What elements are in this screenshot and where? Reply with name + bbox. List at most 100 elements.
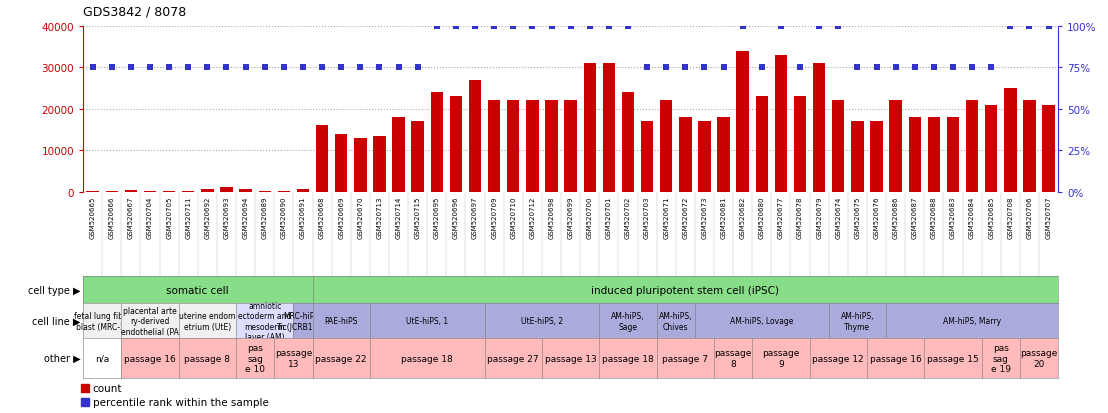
Bar <box>335 134 348 192</box>
Bar <box>258 191 271 192</box>
Text: pas
sag
e 19: pas sag e 19 <box>991 344 1010 373</box>
Text: GSM520696: GSM520696 <box>453 196 459 239</box>
Text: passage 18: passage 18 <box>602 354 654 363</box>
Text: uterine endom
etrium (UtE): uterine endom etrium (UtE) <box>179 311 236 331</box>
Text: GSM520701: GSM520701 <box>606 196 612 239</box>
Text: passage
20: passage 20 <box>1020 349 1058 368</box>
Text: GSM520672: GSM520672 <box>683 196 688 239</box>
Bar <box>909 118 921 192</box>
Bar <box>946 118 960 192</box>
Text: GSM520691: GSM520691 <box>300 196 306 239</box>
Text: GSM520702: GSM520702 <box>625 196 630 239</box>
Text: passage 12: passage 12 <box>812 354 864 363</box>
Bar <box>297 190 309 192</box>
Bar <box>660 101 673 192</box>
Text: n/a: n/a <box>95 354 110 363</box>
Text: GSM520677: GSM520677 <box>778 196 784 239</box>
Text: GSM520679: GSM520679 <box>817 196 822 239</box>
Text: PAE-hiPS: PAE-hiPS <box>325 317 358 325</box>
Text: amniotic
ectoderm and
mesoderm
layer (AM): amniotic ectoderm and mesoderm layer (AM… <box>238 301 291 341</box>
Text: GSM520687: GSM520687 <box>912 196 917 239</box>
Text: UtE-hiPS, 2: UtE-hiPS, 2 <box>521 317 563 325</box>
Bar <box>507 101 520 192</box>
Bar <box>239 190 252 192</box>
Text: pas
sag
e 10: pas sag e 10 <box>245 344 265 373</box>
Text: GSM520686: GSM520686 <box>893 196 899 239</box>
Text: GSM520683: GSM520683 <box>950 196 956 239</box>
Text: passage
8: passage 8 <box>715 349 752 368</box>
Text: passage 7: passage 7 <box>663 354 708 363</box>
Bar <box>373 136 386 192</box>
Text: percentile rank within the sample: percentile rank within the sample <box>93 398 268 408</box>
Bar <box>756 97 768 192</box>
Text: cell line ▶: cell line ▶ <box>32 316 81 326</box>
Text: passage 16: passage 16 <box>124 354 176 363</box>
Text: passage
13: passage 13 <box>275 349 312 368</box>
Bar <box>890 101 902 192</box>
Bar <box>163 191 175 192</box>
Bar <box>564 101 577 192</box>
Bar <box>431 93 443 192</box>
Text: AM-hiPS, Lovage: AM-hiPS, Lovage <box>730 317 793 325</box>
Bar <box>966 101 978 192</box>
Text: GSM520665: GSM520665 <box>90 196 95 239</box>
Text: other ▶: other ▶ <box>44 353 81 363</box>
Bar <box>584 64 596 192</box>
Text: GSM520712: GSM520712 <box>530 196 535 239</box>
Bar <box>86 191 99 192</box>
Bar <box>603 64 615 192</box>
Bar <box>774 56 787 192</box>
Text: somatic cell: somatic cell <box>166 285 229 295</box>
Text: AM-hiPS,
Thyme: AM-hiPS, Thyme <box>841 311 874 331</box>
Text: GSM520666: GSM520666 <box>109 196 115 239</box>
Bar <box>526 101 538 192</box>
Text: passage 18: passage 18 <box>401 354 453 363</box>
Text: passage 8: passage 8 <box>184 354 230 363</box>
Text: GSM520685: GSM520685 <box>988 196 994 239</box>
Bar <box>411 122 424 192</box>
Bar <box>125 191 137 192</box>
Bar <box>105 191 117 192</box>
Text: AM-hiPS,
Sage: AM-hiPS, Sage <box>612 311 645 331</box>
Text: passage 15: passage 15 <box>927 354 978 363</box>
Bar <box>392 118 404 192</box>
Text: GSM520684: GSM520684 <box>970 196 975 239</box>
Text: GSM520706: GSM520706 <box>1026 196 1033 239</box>
Bar <box>202 190 214 192</box>
Text: GSM520694: GSM520694 <box>243 196 248 239</box>
Text: AM-hiPS,
Chives: AM-hiPS, Chives <box>659 311 692 331</box>
Text: GSM520700: GSM520700 <box>587 196 593 239</box>
Text: GSM520674: GSM520674 <box>835 196 841 239</box>
Bar <box>640 122 654 192</box>
Text: GSM520668: GSM520668 <box>319 196 325 239</box>
Text: placental arte
ry-derived
endothelial (PA: placental arte ry-derived endothelial (P… <box>121 306 179 336</box>
Text: passage 13: passage 13 <box>545 354 596 363</box>
Bar <box>488 101 501 192</box>
Text: GSM520715: GSM520715 <box>414 196 421 239</box>
Bar <box>870 122 883 192</box>
Text: GSM520711: GSM520711 <box>185 196 192 239</box>
Text: GSM520703: GSM520703 <box>644 196 650 239</box>
Bar <box>1043 105 1055 192</box>
Bar <box>355 138 367 192</box>
Bar <box>851 122 863 192</box>
Bar <box>220 187 233 192</box>
Text: GSM520681: GSM520681 <box>720 196 727 239</box>
Bar <box>832 101 844 192</box>
Bar <box>1004 89 1016 192</box>
Text: GSM520688: GSM520688 <box>931 196 937 239</box>
Text: GSM520667: GSM520667 <box>127 196 134 239</box>
Text: passage 22: passage 22 <box>316 354 367 363</box>
Text: GSM520690: GSM520690 <box>280 196 287 239</box>
Bar <box>717 118 730 192</box>
Text: GSM520671: GSM520671 <box>664 196 669 239</box>
Text: GSM520689: GSM520689 <box>261 196 268 239</box>
Text: GSM520695: GSM520695 <box>434 196 440 239</box>
Text: GSM520698: GSM520698 <box>548 196 554 239</box>
Text: GSM520699: GSM520699 <box>567 196 574 239</box>
Bar <box>316 126 328 192</box>
Text: GSM520676: GSM520676 <box>873 196 880 239</box>
Text: passage
9: passage 9 <box>762 349 800 368</box>
Bar <box>1024 101 1036 192</box>
Bar <box>793 97 807 192</box>
